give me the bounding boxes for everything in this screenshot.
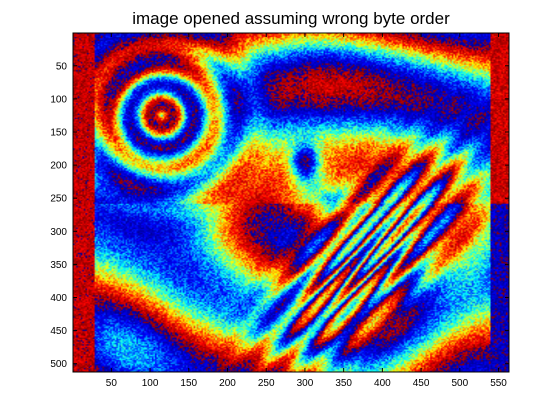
y-tick-label: 350 (50, 260, 67, 271)
x-tick-label: 500 (451, 378, 468, 389)
x-tick-label: 100 (142, 378, 159, 389)
y-tick-label: 150 (50, 127, 67, 138)
heatmap-image (73, 33, 509, 372)
y-tick-label: 400 (50, 293, 67, 304)
y-tick-label: 500 (50, 359, 67, 370)
heatmap-plot-area (73, 33, 509, 372)
y-tick-label: 450 (50, 326, 67, 337)
x-tick-label: 400 (374, 378, 391, 389)
x-tick-label: 250 (258, 378, 275, 389)
x-tick-label: 550 (490, 378, 507, 389)
y-tick-label: 200 (50, 161, 67, 172)
y-tick-label: 250 (50, 194, 67, 205)
x-tick-label: 200 (219, 378, 236, 389)
y-tick-label: 300 (50, 227, 67, 238)
x-tick-label: 300 (297, 378, 314, 389)
x-tick-label: 450 (413, 378, 430, 389)
y-tick-label: 100 (50, 94, 67, 105)
x-tick-label: 150 (180, 378, 197, 389)
x-tick-label: 350 (335, 378, 352, 389)
chart-title: image opened assuming wrong byte order (132, 9, 450, 28)
y-tick-label: 50 (56, 61, 68, 72)
x-tick-label: 50 (106, 378, 118, 389)
